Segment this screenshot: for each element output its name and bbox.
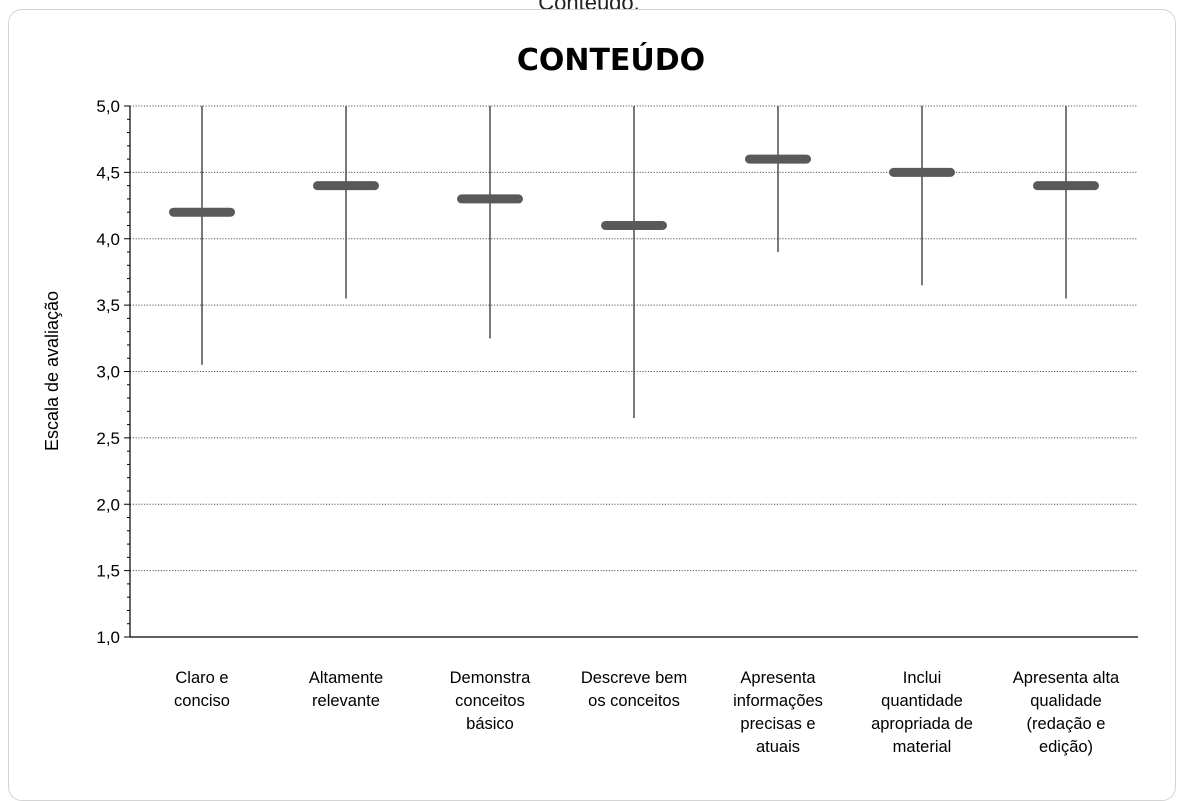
x-tick-label-line: Apresenta alta — [1013, 669, 1120, 687]
y-tick-label: 5,0 — [96, 97, 120, 116]
x-tick-label-line: qualidade — [1030, 692, 1102, 710]
x-tick-label-line: apropriada de — [871, 715, 973, 733]
x-tick-label: Descreve bem os conceitos — [581, 669, 687, 710]
x-tick-label-line: Demonstra — [450, 669, 532, 687]
x-tick-label-line: conceitos — [455, 692, 525, 710]
x-tick-label: Claro e conciso — [174, 669, 230, 710]
x-tick-label-line: (redação e — [1027, 715, 1106, 733]
x-tick-label-line: quantidade — [881, 692, 963, 710]
x-tick-label-line: Inclui — [903, 669, 942, 687]
mean-marker — [745, 154, 811, 164]
x-tick-label: Inclui quantidade apropriada de material — [871, 669, 973, 756]
x-tick-label-line: Descreve bem — [581, 669, 687, 687]
y-tick-label: 4,5 — [96, 163, 120, 182]
x-tick-label: Altamente relevante — [309, 669, 383, 710]
mean-marker — [601, 220, 667, 230]
y-tick-labels: 1,0 1,5 2,0 2,5 3,0 3,5 4,0 4,5 5,0 — [96, 97, 120, 647]
chart-svg: CONTEÚDO 1,0 1,5 2,0 2,5 3,0 3,5 4,0 4,5 5,0 Esc… — [42, 41, 1138, 756]
x-tick-label-line: atuais — [756, 738, 800, 756]
x-tick-label-line: Claro e — [175, 669, 228, 687]
range-lines — [201, 106, 1067, 418]
mean-markers — [169, 154, 1099, 230]
x-tick-label-line: relevante — [312, 692, 380, 710]
x-tick-label: Apresenta informações precisas e atuais — [733, 669, 823, 756]
x-tick-label-line: informações — [733, 692, 823, 710]
y-axis-label: Escala de avaliação — [42, 291, 62, 451]
x-tick-label-line: conciso — [174, 692, 230, 710]
x-tick-label-line: básico — [466, 715, 514, 733]
y-tick-label: 1,5 — [96, 562, 120, 581]
x-tick-label: Apresenta alta qualidade (redação e edição) — [1013, 669, 1120, 756]
y-tick-label: 2,5 — [96, 429, 120, 448]
mean-marker — [1033, 181, 1099, 191]
mean-marker — [169, 207, 235, 217]
y-tick-label: 2,0 — [96, 495, 120, 514]
x-tick-label-line: precisas e — [740, 715, 815, 733]
x-tick-label-line: material — [893, 738, 952, 756]
x-tick-labels: Claro e conciso Altamente relevante Demonstr… — [174, 669, 1120, 756]
x-tick-label: Demonstra conceitos básico — [450, 669, 532, 733]
mean-marker — [889, 167, 955, 177]
x-tick-label-line: Apresenta — [740, 669, 816, 687]
y-tick-label: 3,0 — [96, 363, 120, 382]
mean-marker — [457, 194, 523, 204]
y-tick-label: 4,0 — [96, 230, 120, 249]
axes — [124, 105, 1138, 638]
y-tick-label: 1,0 — [96, 628, 120, 647]
x-tick-label-line: os conceitos — [588, 692, 680, 710]
chart-title: CONTEÚDO — [517, 41, 705, 78]
mean-marker — [313, 181, 379, 191]
y-tick-label: 3,5 — [96, 296, 120, 315]
x-tick-label-line: edição) — [1039, 738, 1093, 756]
x-tick-label-line: Altamente — [309, 669, 383, 687]
